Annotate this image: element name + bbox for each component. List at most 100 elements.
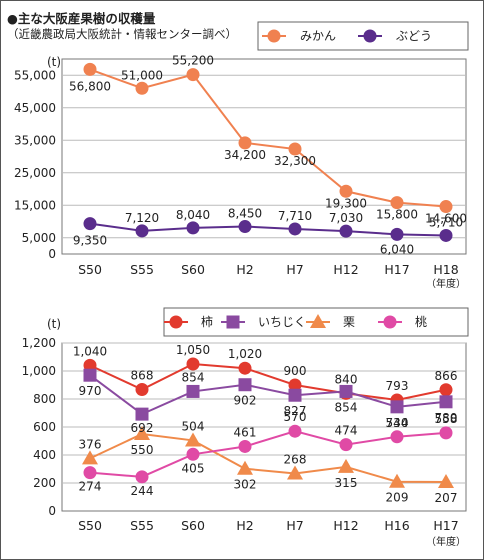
x-tick-label: H12 xyxy=(333,518,358,533)
legend-marker xyxy=(226,315,240,329)
data-label: 854 xyxy=(182,370,205,384)
series-1 xyxy=(83,62,453,214)
data-point xyxy=(338,458,354,473)
data-label: 854 xyxy=(335,400,358,414)
data-label: 56,800 xyxy=(69,79,111,93)
data-point xyxy=(135,81,149,95)
data-point xyxy=(238,361,252,375)
data-label: 274 xyxy=(79,480,102,494)
series-line xyxy=(89,430,447,478)
series-line xyxy=(89,374,447,416)
x-axis-note: （年度） xyxy=(426,277,466,290)
series-line xyxy=(89,68,447,208)
series-line xyxy=(89,432,447,484)
x-tick-label: H7 xyxy=(286,518,303,533)
data-point xyxy=(135,382,149,396)
x-tick-label: H2 xyxy=(236,262,253,277)
legend-marker xyxy=(363,29,377,43)
y-tick-label: 15,000 xyxy=(14,198,56,212)
legend-label: 柿 xyxy=(201,314,213,329)
data-point xyxy=(339,184,353,198)
data-point xyxy=(135,470,149,484)
data-label: 504 xyxy=(182,419,205,433)
data-point xyxy=(439,426,453,440)
series-line xyxy=(89,362,447,401)
data-label: 19,300 xyxy=(325,196,367,210)
y-tick-label: 600 xyxy=(33,420,56,434)
data-label: 840 xyxy=(335,372,358,386)
data-point xyxy=(288,424,302,438)
data-label: 55,200 xyxy=(172,54,214,68)
legend-label: みかん xyxy=(300,29,336,43)
y-tick-label: 1,000 xyxy=(22,364,56,378)
page-subtitle: （近畿農政局大阪統計・情報センター調べ） xyxy=(7,27,237,41)
data-point xyxy=(439,200,453,214)
x-tick-label: S50 xyxy=(78,518,102,533)
data-label: 461 xyxy=(234,425,257,439)
y-tick-label: 1,200 xyxy=(22,336,56,350)
data-label: 376 xyxy=(79,437,102,451)
x-tick-label: S55 xyxy=(130,518,154,533)
data-label: 827 xyxy=(284,404,307,418)
x-tick-label: H2 xyxy=(236,518,253,533)
data-point xyxy=(439,383,453,397)
data-label: 268 xyxy=(284,452,307,466)
y-axis-unit: (t) xyxy=(47,55,61,69)
data-point xyxy=(288,142,302,156)
data-point xyxy=(134,426,150,440)
data-label: 302 xyxy=(234,478,257,492)
data-label: 5,710 xyxy=(429,215,463,229)
x-tick-label: H12 xyxy=(333,262,358,277)
data-label: 51,000 xyxy=(121,68,163,82)
data-label: 900 xyxy=(284,364,307,378)
page-title: ●主な大阪産果樹の収穫量 xyxy=(7,11,156,26)
data-label: 1,050 xyxy=(176,343,210,357)
data-label: 34,200 xyxy=(224,148,266,162)
data-point xyxy=(288,222,302,236)
data-point xyxy=(238,136,252,150)
data-point xyxy=(83,368,97,382)
x-axis-note: （年度） xyxy=(426,535,466,548)
data-label: 32,300 xyxy=(274,154,316,168)
data-label: 558 xyxy=(435,412,458,426)
x-tick-label: H18 xyxy=(433,262,458,277)
data-point xyxy=(288,378,302,392)
y-tick-label: 25,000 xyxy=(14,166,56,180)
y-tick-label: 35,000 xyxy=(14,133,56,147)
data-point xyxy=(288,388,302,402)
data-point xyxy=(186,357,200,371)
data-point xyxy=(439,395,453,409)
data-point xyxy=(238,220,252,234)
y-tick-label: 55,000 xyxy=(14,68,56,82)
data-label: 780 xyxy=(435,411,458,425)
data-point xyxy=(339,384,353,398)
x-tick-label: S50 xyxy=(78,262,102,277)
data-point xyxy=(438,474,454,489)
data-label: 209 xyxy=(386,491,409,505)
data-label: 14,600 xyxy=(425,212,467,226)
data-label: 1,020 xyxy=(228,347,262,361)
data-label: 793 xyxy=(386,379,409,393)
data-point xyxy=(83,466,97,480)
series-3 xyxy=(82,426,454,489)
data-label: 530 xyxy=(386,416,409,430)
series-1 xyxy=(83,357,453,407)
data-label: 550 xyxy=(131,443,154,457)
x-tick-label: S60 xyxy=(181,518,205,533)
x-tick-label: S55 xyxy=(130,262,154,277)
data-label: 7,710 xyxy=(278,209,312,223)
data-point xyxy=(339,438,353,452)
x-tick-label: H17 xyxy=(384,262,409,277)
series-2 xyxy=(83,368,453,421)
y-tick-label: 400 xyxy=(33,448,56,462)
data-label: 7,120 xyxy=(125,211,159,225)
data-label: 315 xyxy=(335,476,358,490)
data-point xyxy=(238,439,252,453)
legend-label: 栗 xyxy=(343,315,355,329)
legend-marker xyxy=(267,29,281,43)
y-axis-unit: (t) xyxy=(47,317,61,331)
data-label: 15,800 xyxy=(376,208,418,222)
data-point xyxy=(185,432,201,447)
data-label: 244 xyxy=(131,484,154,498)
